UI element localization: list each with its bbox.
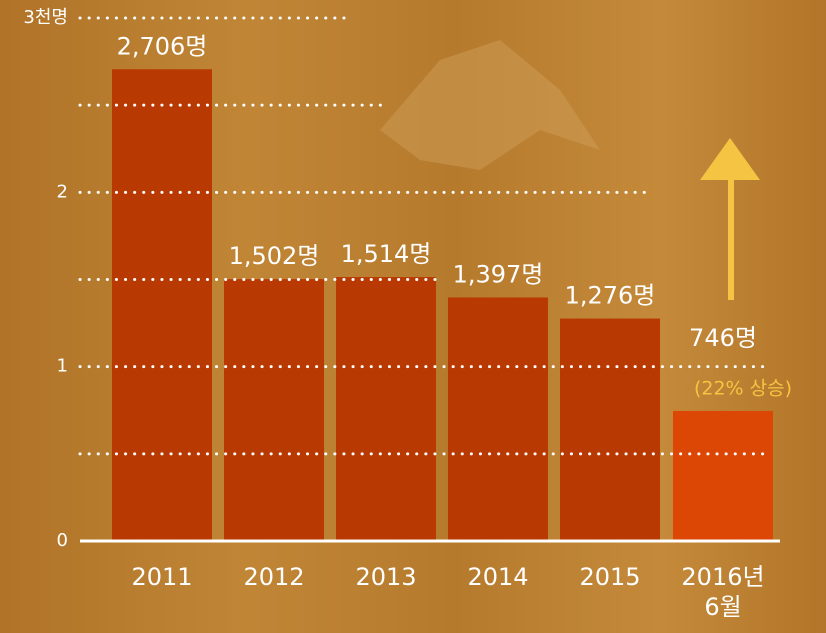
y-tick-label: 3천명: [23, 7, 68, 28]
value-label: 1,276명: [565, 282, 656, 310]
x-tick-label: 2015: [579, 563, 641, 591]
background-figure: [380, 40, 600, 170]
x-tick-label: 2016년 6월: [681, 563, 765, 621]
x-tick-label: 2014: [467, 563, 529, 591]
y-tick-label: 2: [57, 181, 68, 202]
value-label: 2,706명: [117, 32, 208, 60]
bar: [560, 318, 660, 541]
up-arrow: [700, 138, 760, 300]
bar: [448, 297, 548, 541]
value-label: 746명: [689, 324, 757, 352]
value-label: 1,502명: [229, 242, 320, 270]
bar: [673, 410, 773, 541]
bar: [224, 279, 324, 541]
annotation: (22% 상승): [694, 377, 792, 399]
bar: [336, 277, 436, 541]
x-tick-label: 2012: [243, 563, 305, 591]
value-label: 1,397명: [453, 260, 544, 288]
x-tick-label: 2011: [131, 563, 193, 591]
y-tick-label: 0: [57, 530, 68, 551]
value-label: 1,514명: [341, 240, 432, 268]
y-tick-label: 1: [57, 356, 68, 377]
bar: [112, 69, 212, 541]
x-tick-label: 2013: [355, 563, 417, 591]
